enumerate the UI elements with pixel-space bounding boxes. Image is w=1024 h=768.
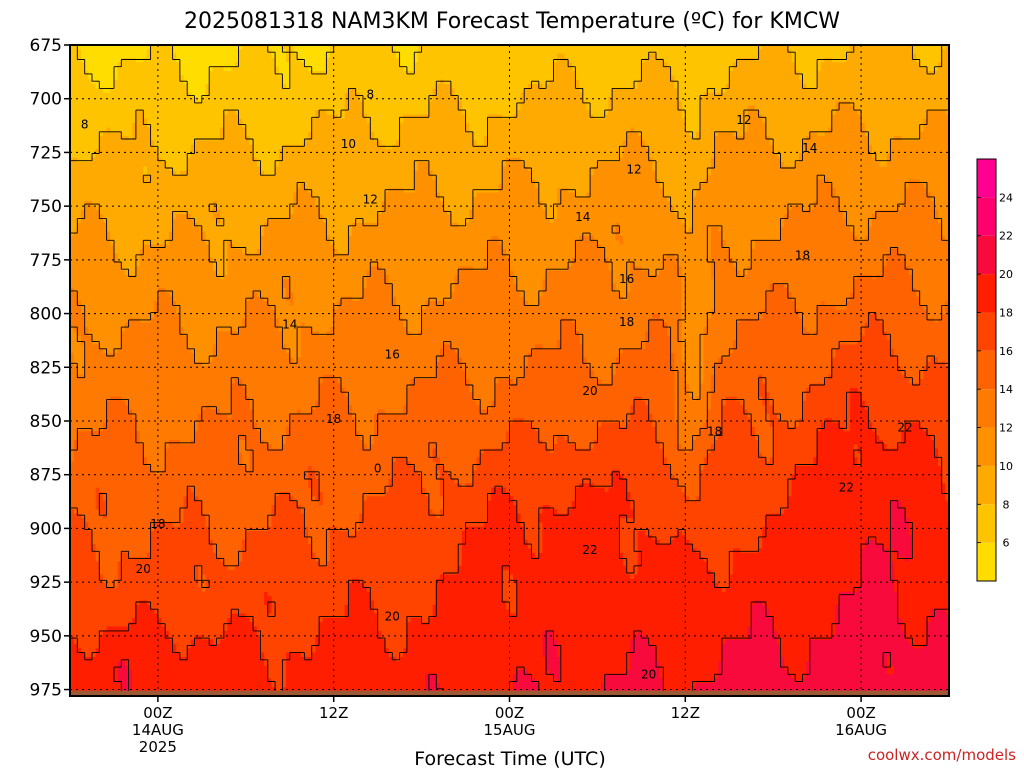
x-tick-label: 00Z: [846, 704, 875, 722]
y-tick-label: 775: [30, 251, 62, 271]
y-tick-label: 700: [30, 90, 62, 110]
contour-label: 14: [802, 141, 817, 155]
contour-label: 12: [363, 193, 378, 207]
x-tick-label: 12Z: [319, 704, 348, 722]
contour-label: 14: [575, 210, 590, 224]
colorbar-swatch: [977, 312, 996, 351]
x-tick-label: 14AUG: [132, 721, 184, 739]
y-tick-label: 825: [30, 358, 62, 378]
contour-label: 20: [641, 668, 656, 682]
contour-label: 20: [582, 384, 597, 398]
y-tick-label: 750: [30, 197, 62, 217]
plot-grid: [70, 45, 949, 696]
x-tick-label: 16AUG: [835, 721, 887, 739]
contour-label: 20: [385, 610, 400, 624]
colorbar-tick-label: 10: [999, 460, 1013, 473]
x-axis-title: Forecast Time (UTC): [414, 748, 605, 768]
colorbar-swatch: [977, 159, 996, 198]
credit-text: coolwx.com/models: [868, 746, 1016, 764]
colorbar: 6 8 10 12 14 16 18 20 22 24: [976, 158, 1013, 582]
temperature-contours: [70, 45, 949, 696]
x-tick-label: 00Z: [495, 704, 524, 722]
y-tick-label: 725: [30, 143, 62, 163]
chart-title: 2025081318 NAM3KM Forecast Temperature (…: [184, 9, 840, 34]
contour-label: 18: [795, 249, 810, 263]
contour-labels: 8 8 10 12 12 12 14 14 14 16 16 18 18 18 18 18 20 20 20 20 22…: [81, 87, 913, 681]
contour-label: 10: [341, 137, 356, 151]
contour-label: 22: [839, 481, 854, 495]
colorbar-swatch: [977, 350, 996, 390]
contour-label: 8: [367, 87, 375, 101]
y-tick-label: 675: [30, 36, 62, 56]
contour-label: 16: [619, 272, 634, 286]
contour-label: 0: [374, 461, 382, 475]
y-tick-label: 975: [30, 681, 62, 701]
contour-label: 14: [282, 317, 297, 331]
colorbar-tick-label: 8: [1003, 498, 1010, 511]
y-tick-label: 950: [30, 627, 62, 647]
colorbar-swatch: [977, 389, 996, 428]
contour-label: 20: [136, 562, 151, 576]
x-tick-label: 12Z: [671, 704, 700, 722]
colorbar-tick-label: 22: [999, 230, 1013, 243]
x-tick-label: 00Z: [143, 704, 172, 722]
contour-label: 12: [736, 113, 751, 127]
colorbar-swatch: [977, 274, 996, 313]
contour-label: 22: [897, 420, 912, 434]
colorbar-swatch: [977, 235, 996, 275]
colorbar-tick-label: 6: [1003, 537, 1010, 550]
x-tick-label: 2025: [139, 738, 177, 756]
contour-label: 18: [150, 517, 165, 531]
colorbar-tick-label: 12: [999, 422, 1013, 435]
colorbar-tick-label: 20: [999, 268, 1013, 281]
colorbar-tick-label: 24: [999, 191, 1013, 204]
colorbar-tick-label: 18: [999, 306, 1013, 319]
colorbar-swatch: [977, 542, 996, 581]
colorbar-tick-label: 16: [999, 345, 1013, 358]
y-tick-label: 875: [30, 466, 62, 486]
y-tick-label: 900: [30, 519, 62, 539]
contour-label: 16: [385, 347, 400, 361]
contour-label: 22: [582, 543, 597, 557]
contour-label: 18: [326, 412, 341, 426]
colorbar-swatch: [977, 504, 996, 543]
x-tick-label: 15AUG: [484, 721, 536, 739]
colorbar-swatch: [977, 465, 996, 505]
contour-label: 12: [626, 163, 641, 177]
y-tick-label: 850: [30, 412, 62, 432]
contour-label: 8: [81, 117, 89, 131]
ground-layer: [70, 690, 949, 696]
y-axis: 675 700 725 750 775 800 825 850 875 900 925 950 975: [30, 36, 70, 701]
colorbar-swatch: [977, 427, 996, 466]
y-tick-label: 800: [30, 305, 62, 325]
colorbar-swatch: [977, 197, 996, 236]
colorbar-tick-label: 14: [999, 383, 1013, 396]
contour-label: 18: [619, 315, 634, 329]
contour-label: 18: [707, 425, 722, 439]
y-tick-label: 925: [30, 573, 62, 593]
